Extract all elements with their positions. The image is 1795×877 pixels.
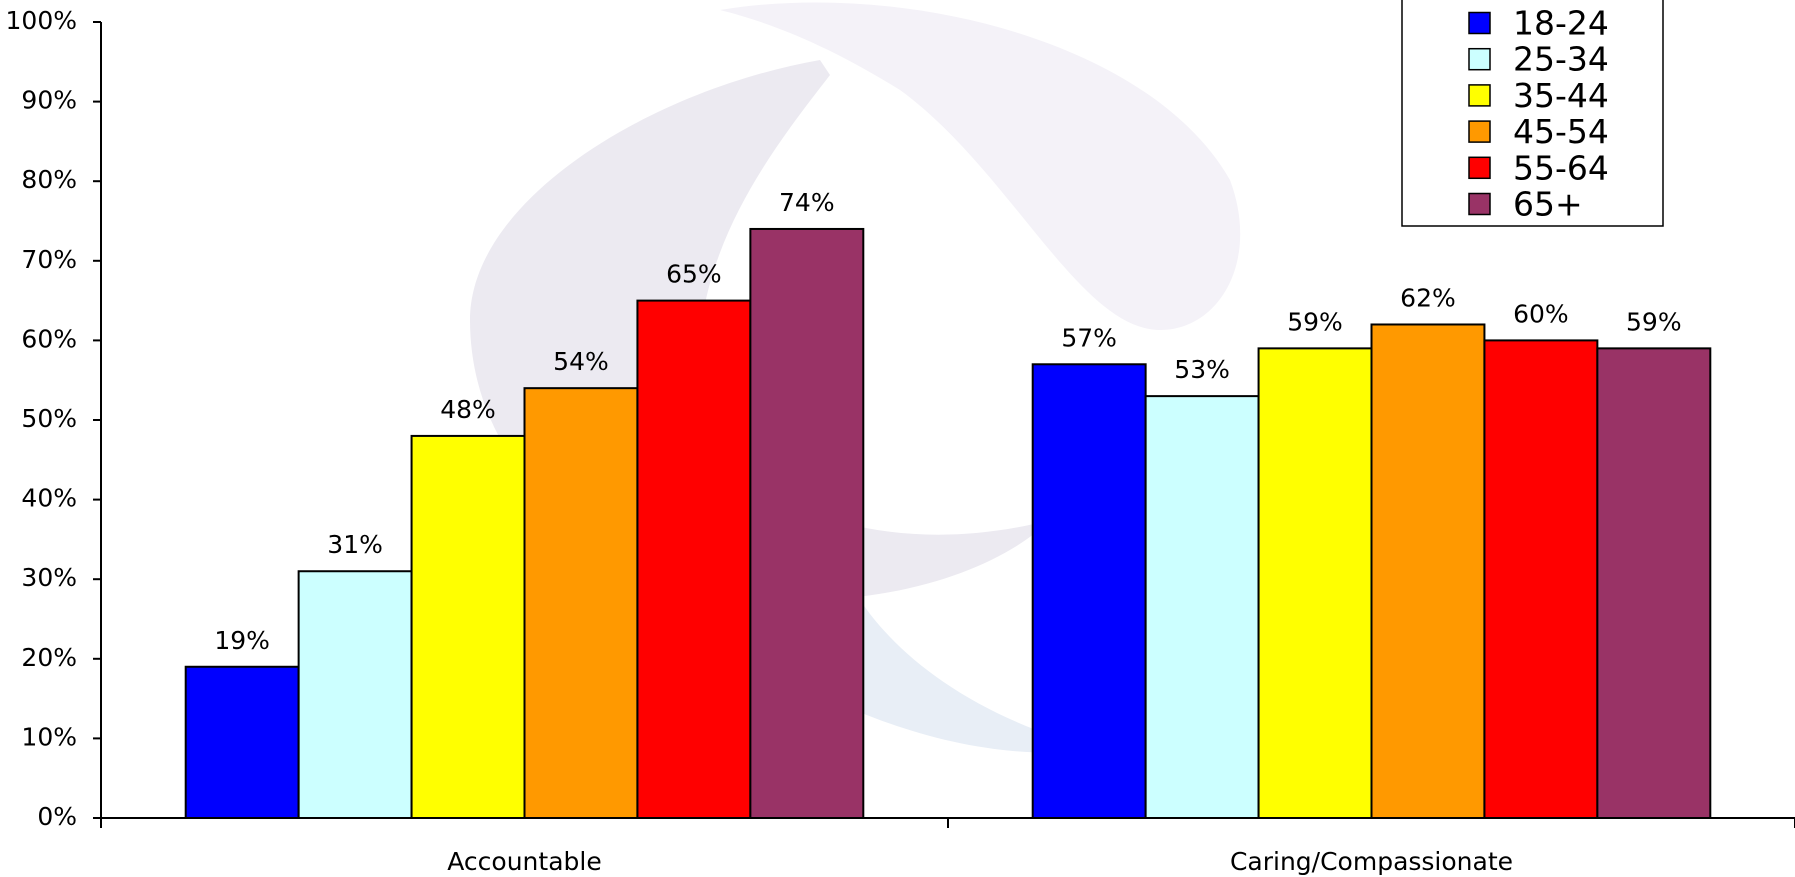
x-tick-label: Caring/Compassionate	[1230, 847, 1513, 876]
bar	[636, 299, 752, 820]
y-tick-label: 40%	[21, 484, 77, 513]
y-tick-label: 0%	[37, 802, 77, 831]
bar	[1257, 347, 1373, 819]
bar	[749, 227, 865, 819]
legend-swatch	[1468, 192, 1491, 216]
data-label: 48%	[440, 395, 496, 424]
y-tick-label: 60%	[21, 324, 77, 353]
y-tick-label: 100%	[6, 6, 77, 35]
data-label: 59%	[1287, 307, 1343, 336]
y-tick-label: 20%	[21, 643, 77, 672]
bar	[1370, 323, 1486, 819]
y-tick-label: 30%	[21, 563, 77, 592]
y-tick-label: 80%	[21, 165, 77, 194]
y-tick-label: 10%	[21, 722, 77, 751]
legend-label: 65+	[1513, 185, 1583, 224]
bar	[1144, 395, 1260, 819]
legend-box	[1401, 0, 1664, 227]
data-label: 53%	[1174, 355, 1230, 384]
data-label: 57%	[1061, 323, 1117, 352]
bar	[410, 434, 526, 819]
legend-swatch	[1468, 11, 1491, 35]
data-label: 60%	[1513, 299, 1569, 328]
data-label: 65%	[666, 260, 722, 289]
legend-label: 55-64	[1513, 148, 1609, 187]
legend-swatch	[1468, 84, 1491, 107]
legend-label: 35-44	[1513, 76, 1609, 115]
x-tick-label: Accountable	[447, 847, 601, 876]
bar	[1596, 347, 1712, 819]
data-label: 74%	[779, 188, 835, 217]
y-tick-label: 70%	[21, 245, 77, 274]
bar	[523, 387, 639, 819]
data-label: 59%	[1626, 307, 1682, 336]
data-label: 54%	[553, 347, 609, 376]
legend-label: 25-34	[1513, 40, 1609, 79]
legend-label: 45-54	[1513, 112, 1609, 151]
data-label: 62%	[1400, 283, 1456, 312]
bar	[1031, 363, 1147, 819]
bar	[297, 570, 413, 819]
data-label: 31%	[327, 530, 383, 559]
y-tick-label: 50%	[21, 404, 77, 433]
watermark-shape	[720, 2, 1241, 331]
legend-swatch	[1468, 47, 1491, 71]
legend-label: 18-24	[1513, 4, 1609, 43]
data-label: 19%	[214, 626, 270, 655]
legend-swatch	[1468, 156, 1491, 180]
bar	[184, 665, 300, 820]
y-tick-label: 90%	[21, 86, 77, 115]
legend-swatch	[1468, 120, 1491, 143]
bar	[1483, 339, 1599, 819]
